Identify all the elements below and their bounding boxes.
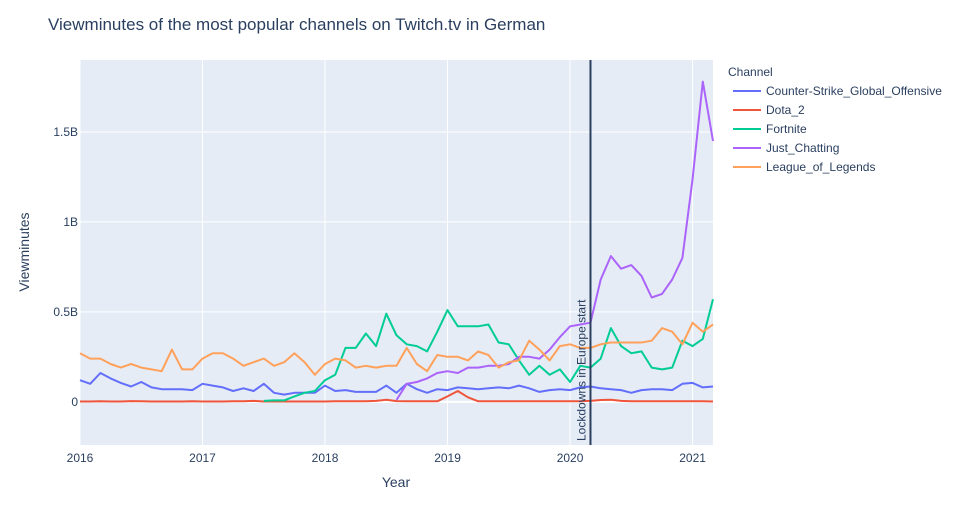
legend-item-label: Dota_2 <box>766 103 805 117</box>
x-tick-label: 2018 <box>312 451 339 465</box>
series-lines <box>79 80 714 403</box>
y-axis-title: Viewminutes <box>16 212 32 291</box>
y-tick-label: 1.5B <box>53 125 78 139</box>
x-tick-label: 2020 <box>557 451 584 465</box>
series-line-league-of-legends <box>79 321 714 376</box>
x-tick-label: 2019 <box>434 451 461 465</box>
series-line-just-chatting <box>395 80 714 401</box>
series-line-fortnite <box>263 299 714 402</box>
legend-item-label: Counter-Strike_Global_Offensive <box>766 84 942 98</box>
plot-area <box>80 60 713 445</box>
lockdown-annotation: Lockdowns in Europe start <box>574 299 588 441</box>
annotation-layer: Lockdowns in Europe start <box>574 60 592 445</box>
y-tick-label: 1B <box>63 215 78 229</box>
axis-ticks: 2016 2017 2018 2019 2020 2021 0 0.5B 1B 1.5B <box>53 125 706 465</box>
y-tick-label: 0.5B <box>53 305 78 319</box>
legend-item-label: Just_Chatting <box>766 141 839 155</box>
x-tick-label: 2017 <box>189 451 216 465</box>
legend-item-label: League_of_Legends <box>766 160 875 174</box>
x-tick-label: 2021 <box>679 451 706 465</box>
legend-title: Channel <box>728 65 773 79</box>
legend-item-label: Fortnite <box>766 122 807 136</box>
series-line-dota-2 <box>80 390 714 403</box>
chart-title: Viewminutes of the most popular channels… <box>48 15 545 34</box>
y-tick-label: 0 <box>71 395 78 409</box>
x-tick-label: 2016 <box>67 451 94 465</box>
legend: Channel Counter-Strike_Global_Offensive D… <box>728 65 942 174</box>
series-line-counter-strike-global-offensive <box>79 372 714 396</box>
x-axis-title: Year <box>382 474 411 490</box>
